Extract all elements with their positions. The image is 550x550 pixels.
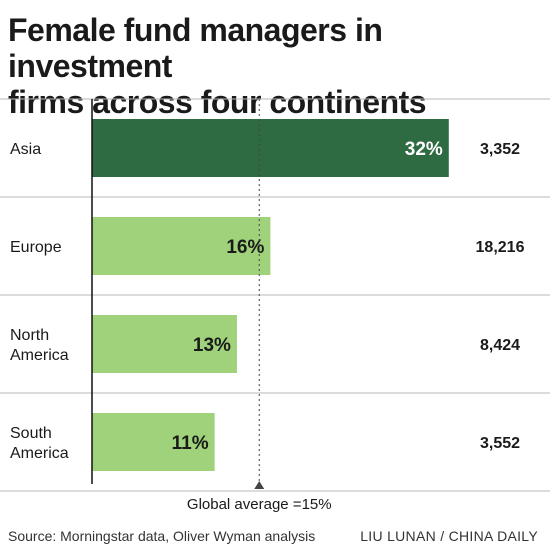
category-label: North	[10, 327, 49, 344]
value-label: 13%	[193, 335, 231, 356]
reference-label: Global average =15%	[187, 496, 332, 513]
source-note: Source: Morningstar data, Oliver Wyman a…	[8, 528, 316, 544]
category-label: America	[10, 347, 69, 364]
category-label: Asia	[10, 141, 41, 158]
reference-marker	[254, 481, 265, 489]
category-label: America	[10, 445, 69, 462]
credit-line: LIU LUNAN / CHINA DAILY	[360, 528, 538, 544]
bar-north-america	[92, 315, 237, 373]
value-label: 11%	[172, 433, 209, 454]
chart-title: Female fund managers in investment firms…	[8, 12, 542, 120]
count-label: 18,216	[476, 239, 525, 256]
value-label: 32%	[405, 139, 443, 160]
count-label: 8,424	[480, 337, 520, 354]
count-label: 3,352	[480, 141, 520, 158]
bar-asia	[92, 119, 449, 177]
title-line-2: firms across four continents	[8, 84, 427, 120]
category-label: Europe	[10, 239, 62, 256]
title-line-1: Female fund managers in investment	[8, 12, 383, 84]
bar-south-america	[92, 413, 215, 471]
category-label: South	[10, 425, 52, 442]
bar-europe	[92, 217, 271, 275]
value-label: 16%	[226, 237, 264, 258]
count-label: 3,552	[480, 435, 520, 452]
